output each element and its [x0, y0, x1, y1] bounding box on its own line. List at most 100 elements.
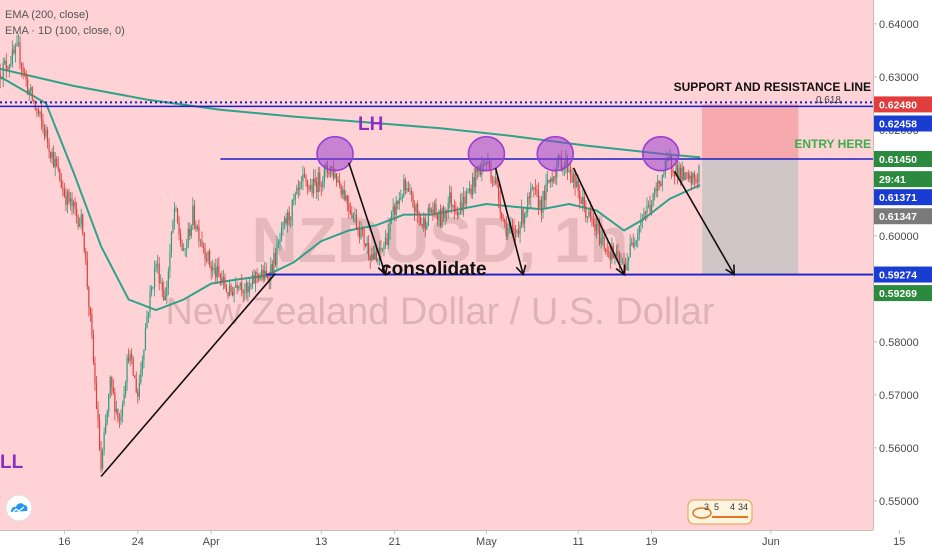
lower-high-circle[interactable]: [536, 135, 575, 172]
candle: [686, 171, 688, 180]
candle: [158, 256, 160, 291]
candle: [395, 196, 397, 222]
arrow-shaft: [572, 167, 625, 275]
candle: [495, 170, 497, 185]
candle-body: [317, 172, 319, 192]
candle: [193, 200, 195, 230]
candle: [328, 170, 330, 178]
candle: [436, 212, 439, 227]
candle: [542, 190, 544, 219]
down-arrow[interactable]: [673, 170, 735, 276]
candle-body: [650, 205, 653, 212]
lower-high-circle[interactable]: [316, 135, 354, 172]
y-tick-label: 0.58000: [879, 337, 919, 349]
down-arrow[interactable]: [348, 162, 389, 277]
consolidate-label: consolidate: [381, 259, 487, 280]
candle-body: [178, 222, 180, 235]
candle-body: [415, 203, 417, 212]
candle: [250, 282, 252, 290]
candle-body: [337, 180, 339, 183]
candle-body: [257, 274, 260, 280]
ema200-line[interactable]: [0, 67, 701, 159]
candle: [40, 103, 43, 131]
candle: [53, 145, 55, 168]
price-tag: 0.62458: [874, 115, 932, 132]
price-tag-background: [874, 96, 932, 113]
badge-number: 5: [714, 502, 719, 512]
candle-body: [218, 266, 220, 274]
candle: [261, 263, 263, 281]
candle: [109, 375, 111, 399]
candle-body: [675, 164, 677, 177]
candle: [280, 222, 283, 242]
candle: [152, 286, 154, 290]
candle-body: [446, 210, 448, 214]
candle-body: [216, 266, 218, 278]
calendar-badge-icon[interactable]: 3 5 4 34: [687, 499, 753, 525]
candle-body: [27, 79, 29, 95]
fib-level-label: 0.618: [816, 95, 841, 106]
candle: [615, 245, 618, 258]
candle-body: [161, 282, 163, 291]
candle-body: [66, 191, 69, 205]
candle: [517, 221, 520, 238]
lower-high-circle[interactable]: [641, 135, 680, 172]
candle: [605, 248, 607, 255]
candle: [274, 248, 276, 267]
candle-body: [129, 353, 131, 362]
stop-loss-zone[interactable]: [702, 104, 799, 159]
down-arrow[interactable]: [494, 167, 527, 277]
candle: [410, 187, 413, 202]
candle: [424, 213, 426, 238]
candle-body: [594, 224, 596, 231]
take-profit-zone[interactable]: [702, 159, 799, 275]
legend-ema200[interactable]: EMA (200, close): [5, 9, 89, 21]
time-axis[interactable]: 16 24 Apr 13 21 May 11 19 Jun 15: [58, 530, 905, 548]
candle: [51, 147, 53, 165]
candle-body: [498, 184, 500, 200]
candle: [224, 273, 226, 290]
candle-body: [502, 218, 504, 219]
candle-body: [366, 243, 368, 246]
candle: [276, 235, 278, 271]
candle-body: [195, 225, 197, 229]
candle-body: [469, 188, 471, 192]
candle-body: [369, 256, 371, 261]
candle: [124, 380, 127, 399]
lower-high-circle[interactable]: [467, 135, 506, 172]
legend-ema100[interactable]: EMA · 1D (100, close, 0): [5, 25, 125, 37]
candle-body: [100, 449, 102, 469]
candle: [553, 175, 555, 184]
tradingview-cloud-icon[interactable]: [5, 494, 33, 522]
candle-body: [175, 208, 177, 210]
candle-body: [264, 270, 266, 280]
candle: [643, 207, 645, 220]
candle: [14, 43, 17, 63]
candle-body: [300, 181, 302, 183]
candle-body: [464, 196, 466, 204]
candle-body: [475, 167, 477, 187]
candle: [102, 447, 104, 471]
candle: [514, 225, 517, 242]
candle: [320, 181, 322, 197]
down-arrow[interactable]: [572, 167, 626, 277]
candle-body: [361, 228, 364, 230]
candle: [294, 191, 296, 206]
candle: [69, 192, 72, 211]
candle-body: [355, 214, 358, 229]
candle-body: [349, 209, 351, 213]
candle-body: [536, 189, 538, 191]
candle: [624, 257, 627, 277]
candle-body: [501, 212, 503, 219]
candle: [657, 174, 659, 198]
candle-body: [176, 208, 179, 223]
candle: [153, 260, 156, 297]
candle: [264, 261, 266, 282]
candle-body: [152, 287, 154, 288]
candle: [163, 281, 165, 302]
candle: [319, 166, 321, 192]
uptrend-line[interactable]: [100, 272, 277, 477]
candle-body: [213, 267, 215, 269]
candle-body: [441, 208, 443, 226]
candle: [30, 83, 32, 97]
